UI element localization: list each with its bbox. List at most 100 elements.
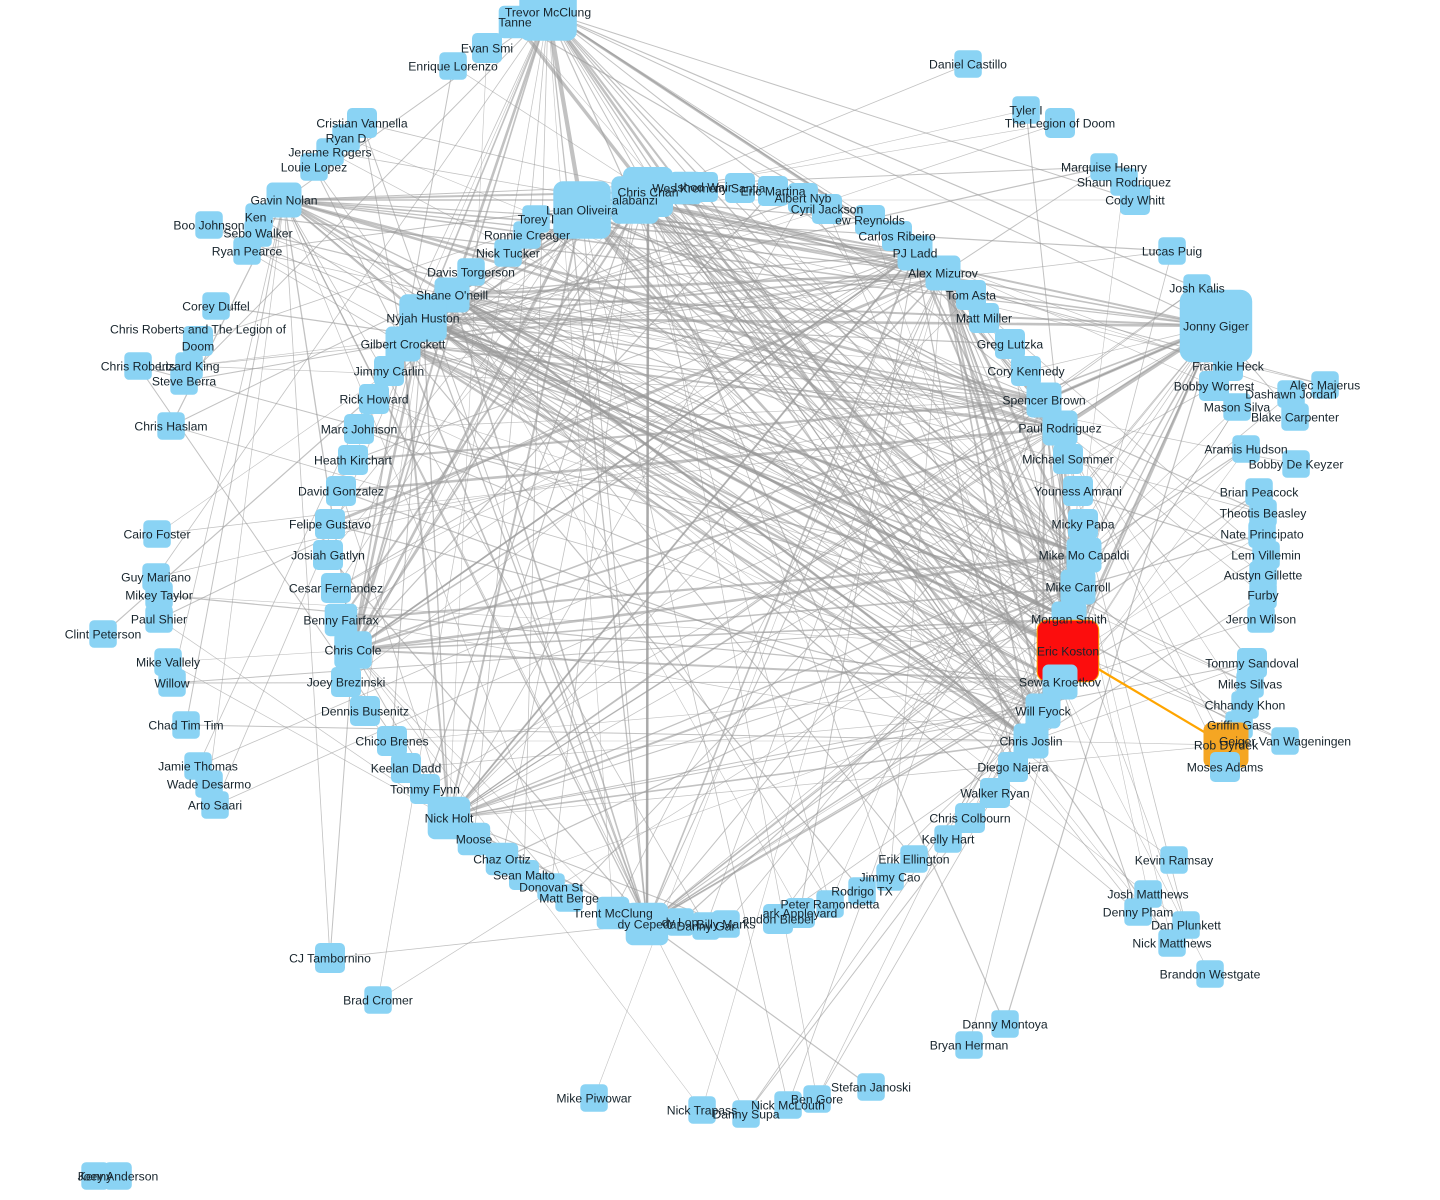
svg-text:The Legion of Doom: The Legion of Doom — [1005, 117, 1115, 131]
svg-text:Spencer Brown: Spencer Brown — [1002, 394, 1085, 408]
svg-text:Torey I: Torey I — [518, 213, 555, 227]
svg-text:Ronnie Creager: Ronnie Creager — [484, 229, 570, 243]
svg-text:Ryan Pearce: Ryan Pearce — [212, 245, 283, 259]
svg-text:Nate Principato: Nate Principato — [1220, 528, 1304, 542]
svg-text:Erik Ellington: Erik Ellington — [878, 853, 949, 867]
svg-text:Josh Kalis: Josh Kalis — [1169, 282, 1225, 296]
svg-text:Cristian Vannella: Cristian Vannella — [316, 117, 407, 131]
svg-text:Paul Shier: Paul Shier — [131, 613, 187, 627]
svg-text:Corey Duffel: Corey Duffel — [182, 300, 250, 314]
svg-text:Luan Oliveira: Luan Oliveira — [546, 204, 618, 218]
svg-text:Guy Mariano: Guy Mariano — [121, 571, 191, 585]
svg-text:Austyn Gillette: Austyn Gillette — [1224, 569, 1303, 583]
svg-text:Cody Whitt: Cody Whitt — [1105, 194, 1165, 208]
svg-text:Nyjah Huston: Nyjah Huston — [386, 312, 459, 326]
svg-text:Jimmy Carlin: Jimmy Carlin — [354, 365, 424, 379]
svg-text:Felipe Gustavo: Felipe Gustavo — [289, 518, 371, 532]
svg-text:Tom Asta: Tom Asta — [946, 289, 996, 303]
svg-text:Matt Berge: Matt Berge — [539, 892, 599, 906]
svg-text:Walker Ryan: Walker Ryan — [960, 787, 1029, 801]
svg-text:Jamie Thomas: Jamie Thomas — [158, 760, 238, 774]
svg-text:Daniel Castillo: Daniel Castillo — [929, 58, 1007, 72]
svg-text:Joey Brezinski: Joey Brezinski — [307, 676, 386, 690]
svg-text:Nick Holt: Nick Holt — [425, 812, 474, 826]
svg-text:Kevin Ramsay: Kevin Ramsay — [1135, 854, 1214, 868]
svg-text:Willow: Willow — [154, 677, 189, 691]
svg-text:Enrique Lorenzo: Enrique Lorenzo — [408, 60, 498, 74]
svg-text:Brandon Westgate: Brandon Westgate — [1160, 968, 1261, 982]
svg-text:Moose: Moose — [456, 833, 493, 847]
svg-text:Nick McLouth: Nick McLouth — [751, 1099, 825, 1113]
svg-text:Rick Howard: Rick Howard — [339, 393, 408, 407]
svg-text:Brian Peacock: Brian Peacock — [1220, 486, 1299, 500]
svg-text:Arto Saari: Arto Saari — [188, 799, 242, 813]
svg-text:Wade Desarmo: Wade Desarmo — [167, 778, 251, 792]
svg-text:Ryan D: Ryan D — [326, 132, 367, 146]
svg-text:Paul Rodriguez: Paul Rodriguez — [1018, 422, 1101, 436]
svg-text:Chris Haslam: Chris Haslam — [134, 420, 207, 434]
svg-text:CJ Tambornino: CJ Tambornino — [289, 952, 371, 966]
svg-text:Rodrigo TX: Rodrigo TX — [831, 885, 892, 899]
svg-text:Jeron Wilson: Jeron Wilson — [1226, 613, 1296, 627]
svg-text:Sewa Kroetkov: Sewa Kroetkov — [1019, 676, 1102, 690]
svg-text:Will Fyock: Will Fyock — [1015, 705, 1071, 719]
svg-text:Geiger Van Wageningen: Geiger Van Wageningen — [1219, 735, 1351, 749]
svg-text:Diego Najera: Diego Najera — [977, 761, 1048, 775]
svg-text:Davis Torgerson: Davis Torgerson — [427, 266, 515, 280]
svg-text:Billy Marks: Billy Marks — [697, 918, 756, 932]
svg-text:Greg Lutzka: Greg Lutzka — [977, 338, 1044, 352]
svg-text:Jimmy Cao: Jimmy Cao — [860, 871, 921, 885]
svg-text:Tyler I: Tyler I — [1009, 104, 1042, 118]
svg-text:Miles Silvas: Miles Silvas — [1218, 678, 1282, 692]
svg-text:Michael Sommer: Michael Sommer — [1022, 453, 1113, 467]
svg-text:Chris Cole: Chris Cole — [325, 644, 382, 658]
svg-text:Bryan Herman: Bryan Herman — [930, 1039, 1009, 1053]
svg-text:Youness Amrani: Youness Amrani — [1034, 485, 1122, 499]
svg-text:Louie Lopez: Louie Lopez — [281, 161, 347, 175]
svg-text:Tanne: Tanne — [498, 16, 531, 30]
svg-text:Cairo Foster: Cairo Foster — [123, 528, 190, 542]
svg-text:Clint Peterson: Clint Peterson — [65, 628, 142, 642]
svg-text:Josh Matthews: Josh Matthews — [1107, 888, 1188, 902]
svg-text:Marquise Henry: Marquise Henry — [1061, 161, 1148, 175]
svg-text:Alex Mizurov: Alex Mizurov — [908, 267, 979, 281]
svg-text:Kelly Hart: Kelly Hart — [922, 833, 975, 847]
svg-text:Micky Papa: Micky Papa — [1052, 518, 1115, 532]
svg-text:Chaz Ortiz: Chaz Ortiz — [473, 853, 531, 867]
svg-text:Bobby De Keyzer: Bobby De Keyzer — [1249, 458, 1344, 472]
svg-text:Doom: Doom — [182, 340, 215, 354]
svg-text:Griffin Gass: Griffin Gass — [1207, 719, 1271, 733]
svg-text:Tommy Fynn: Tommy Fynn — [390, 783, 460, 797]
svg-text:Dan Plunkett: Dan Plunkett — [1151, 919, 1221, 933]
svg-text:Chico Brenes: Chico Brenes — [355, 735, 428, 749]
svg-text:Mike Vallely: Mike Vallely — [136, 656, 201, 670]
svg-text:Gavin Nolan: Gavin Nolan — [250, 194, 317, 208]
svg-text:Steve Berra: Steve Berra — [152, 375, 217, 389]
svg-text:Frankie Heck: Frankie Heck — [1192, 360, 1265, 374]
svg-text:Mike Mo Capaldi: Mike Mo Capaldi — [1039, 549, 1130, 563]
svg-text:Benny Fairfax: Benny Fairfax — [303, 614, 378, 628]
svg-text:Shane O'neill: Shane O'neill — [416, 289, 488, 303]
svg-text:alabanzi: alabanzi — [612, 194, 657, 208]
svg-text:Chhandy Khon: Chhandy Khon — [1205, 699, 1286, 713]
svg-text:Nick Tucker: Nick Tucker — [476, 247, 540, 261]
svg-text:Danny Montoya: Danny Montoya — [962, 1018, 1048, 1032]
svg-text:Morgan Smith: Morgan Smith — [1031, 613, 1107, 627]
svg-text:PJ Ladd: PJ Ladd — [893, 247, 938, 261]
svg-text:Gilbert Crockett: Gilbert Crockett — [361, 338, 446, 352]
svg-text:Keelan Dadd: Keelan Dadd — [371, 762, 441, 776]
svg-text:Denny Pham: Denny Pham — [1103, 906, 1173, 920]
svg-text:Cesar Fernandez: Cesar Fernandez — [289, 582, 383, 596]
svg-text:David Gonzalez: David Gonzalez — [298, 485, 384, 499]
svg-text:Matt Miller: Matt Miller — [956, 312, 1012, 326]
svg-text:Jonny Giger: Jonny Giger — [1183, 320, 1249, 334]
svg-text:Joey Anderson: Joey Anderson — [78, 1170, 159, 1184]
svg-text:Chris Roberts: Chris Roberts — [101, 360, 176, 374]
svg-text:Blake Carpenter: Blake Carpenter — [1251, 411, 1339, 425]
svg-text:Dennis Busenitz: Dennis Busenitz — [321, 705, 409, 719]
svg-text:Mike Piwowar: Mike Piwowar — [556, 1092, 631, 1106]
svg-text:Carlos Ribeiro: Carlos Ribeiro — [858, 230, 935, 244]
svg-text:Josiah Gatlyn: Josiah Gatlyn — [291, 549, 365, 563]
svg-text:Lucas Puig: Lucas Puig — [1142, 245, 1202, 259]
svg-text:Chad Tim Tim: Chad Tim Tim — [148, 719, 223, 733]
